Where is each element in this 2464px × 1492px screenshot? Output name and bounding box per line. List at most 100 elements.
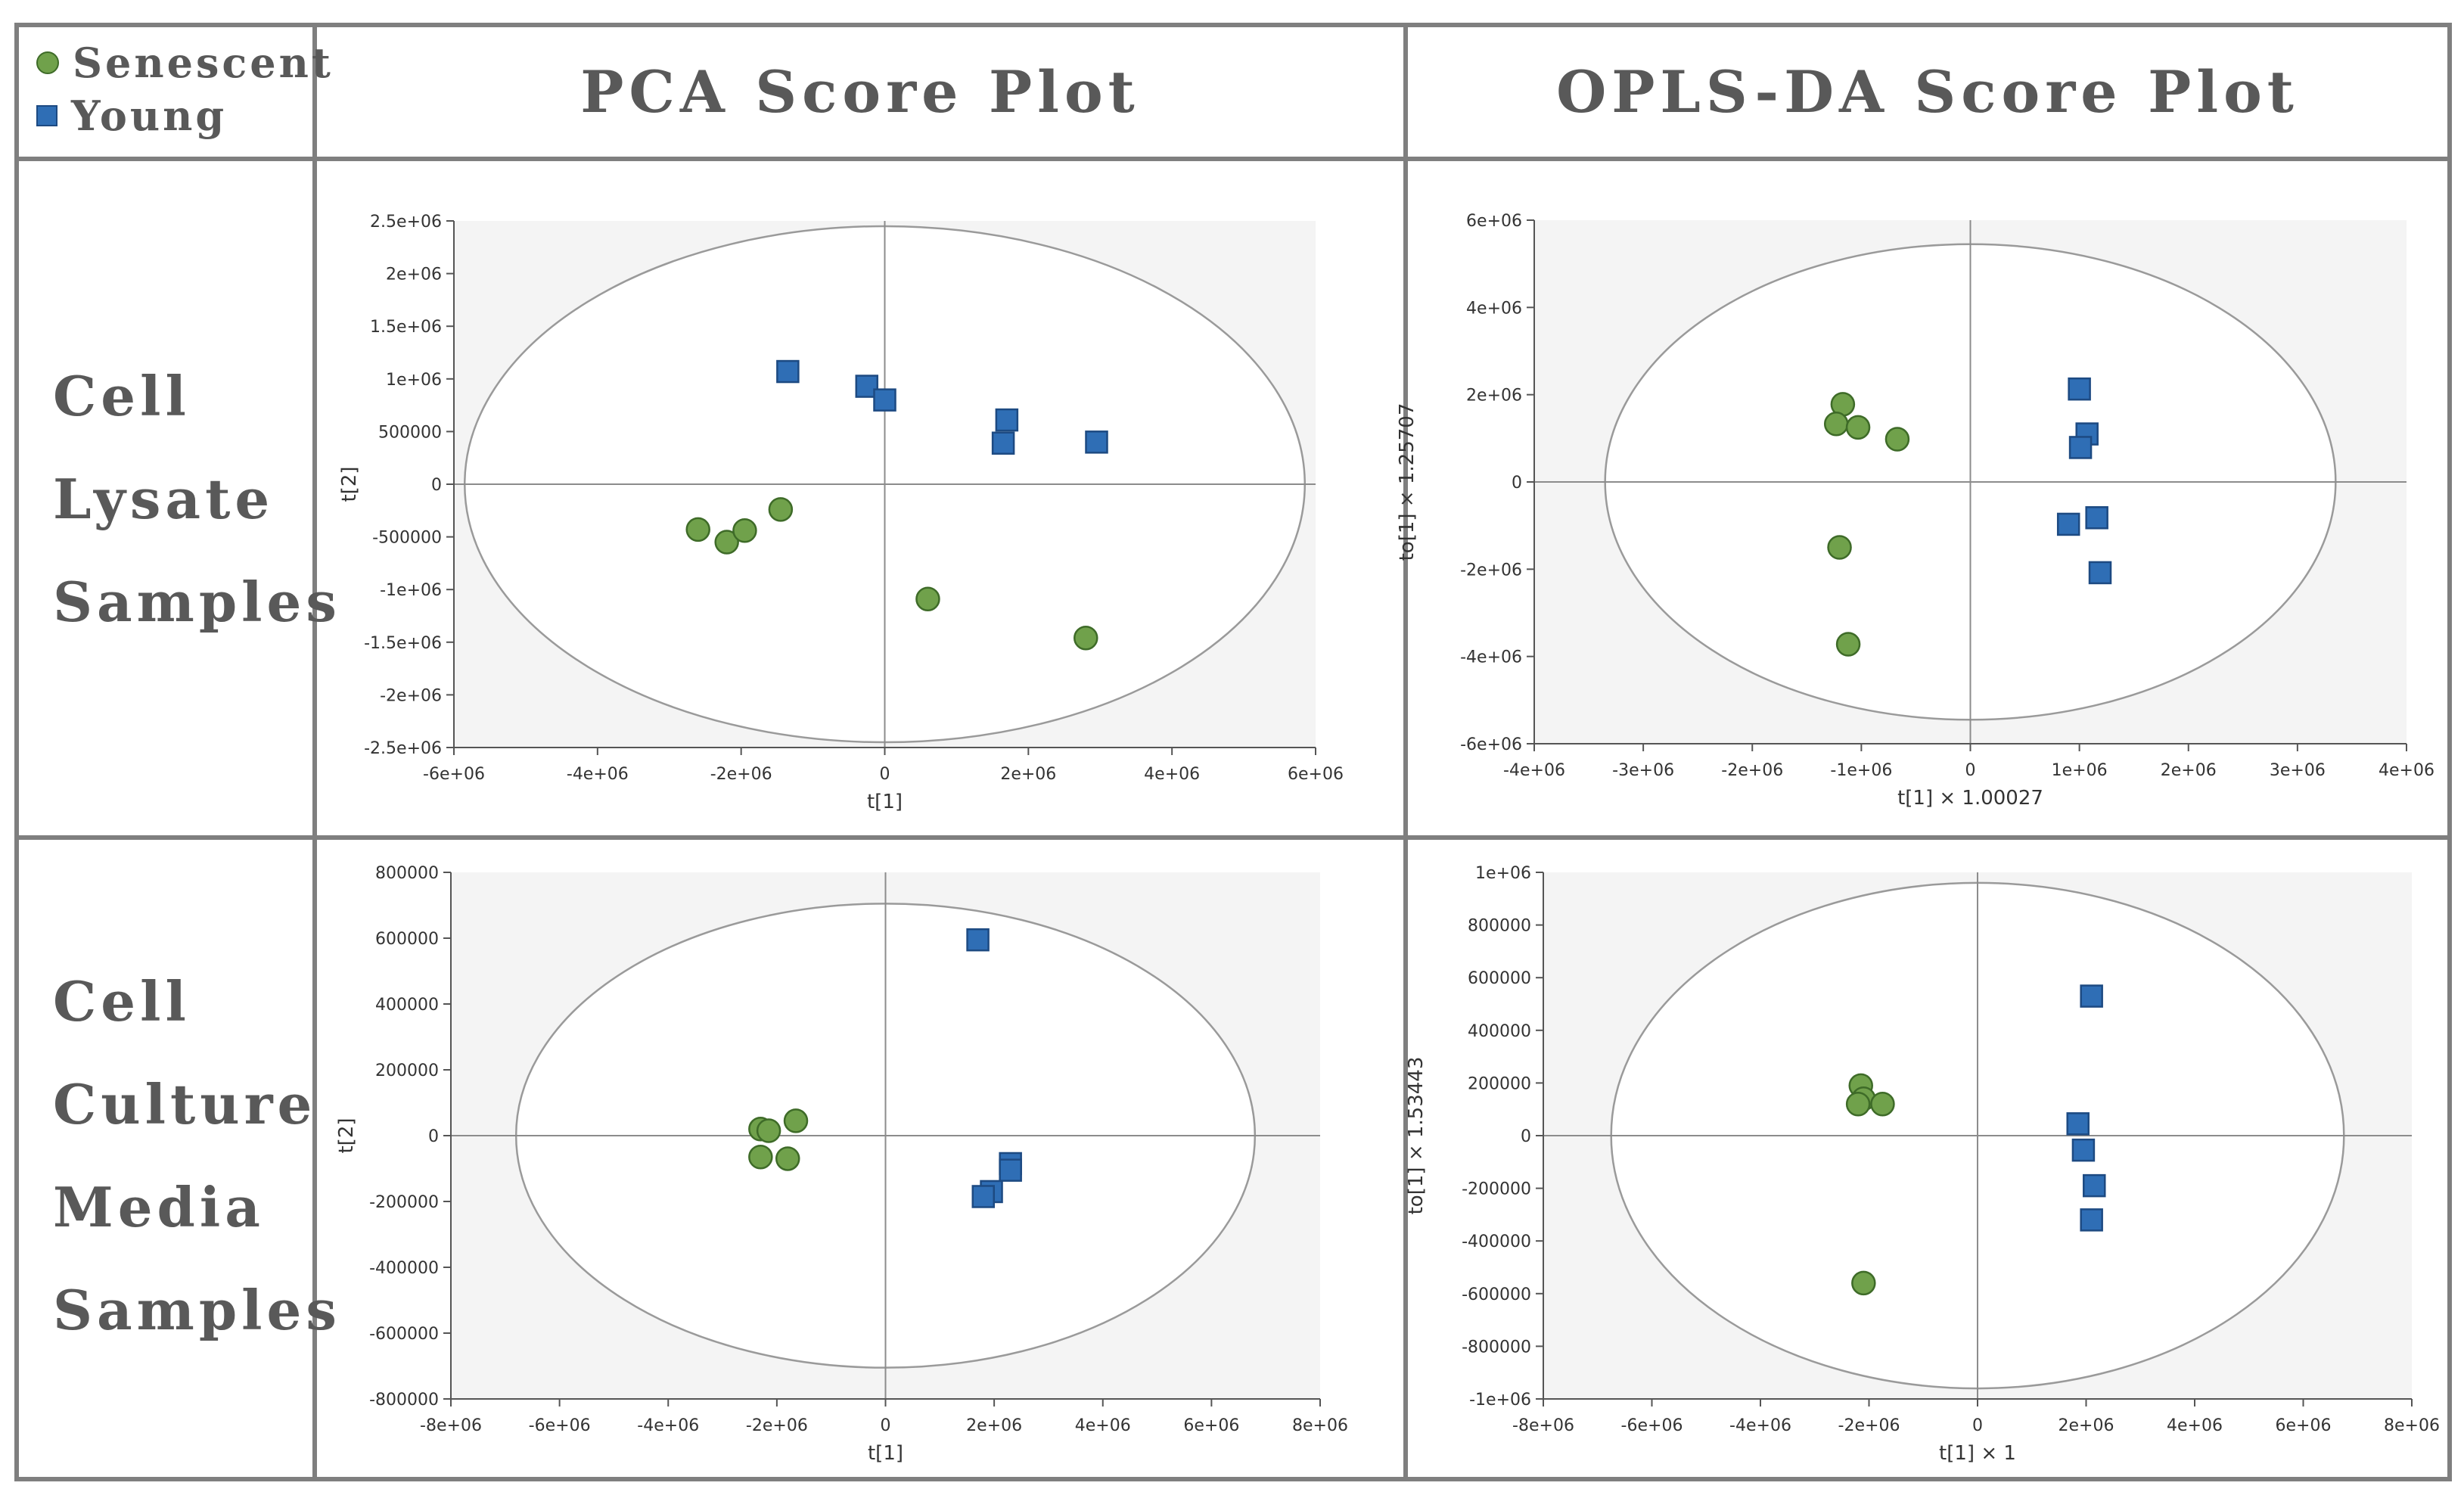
- senescent-point: [1835, 632, 1861, 657]
- y-tick-label: 4e+06: [1466, 299, 1522, 318]
- young-square-icon: [36, 105, 57, 126]
- x-tick-label: -2e+06: [710, 765, 772, 784]
- y-tick-label: 0: [1512, 474, 1522, 493]
- young-point: [2071, 1138, 2096, 1162]
- young-point: [2080, 1208, 2103, 1232]
- x-tick-label: -6e+06: [1621, 1416, 1683, 1435]
- y-axis-label: to[1] × 1.25707: [1396, 403, 1418, 561]
- senescent-point: [768, 497, 794, 522]
- x-tick-label: 3e+06: [2270, 761, 2326, 780]
- x-tick-label: -4e+06: [1503, 761, 1565, 780]
- x-tick-label: 2e+06: [2059, 1416, 2114, 1435]
- x-tick-label: 0: [880, 765, 890, 784]
- legend-label-young: Young: [71, 92, 228, 140]
- y-tick-label: 400000: [375, 996, 439, 1015]
- x-axis-label: t[1] × 1.00027: [1897, 787, 2043, 810]
- row-label-line: Cell: [53, 969, 191, 1034]
- senescent-point: [756, 1118, 781, 1143]
- row-label-line: Cell: [53, 364, 191, 428]
- y-tick-label: 1.5e+06: [370, 318, 442, 337]
- x-tick-label: -4e+06: [1729, 1416, 1791, 1435]
- x-tick-label: 8e+06: [1292, 1416, 1348, 1435]
- y-tick-label: -200000: [369, 1193, 439, 1212]
- y-tick-label: 1e+06: [386, 371, 442, 390]
- y-tick-label: 2e+06: [386, 266, 442, 284]
- legend-item-young: Young: [36, 89, 334, 142]
- y-tick-label: 2.5e+06: [370, 213, 442, 232]
- y-tick-label: -1.5e+06: [364, 634, 442, 653]
- y-tick-label: 500000: [378, 423, 442, 442]
- young-point: [2088, 561, 2112, 585]
- column-header-pca: PCA Score Plot: [580, 58, 1140, 126]
- row-label-line: Lysate: [53, 467, 275, 531]
- x-tick-label: -2e+06: [1721, 761, 1783, 780]
- x-tick-label: -4e+06: [567, 765, 629, 784]
- y-tick-label: 2e+06: [1466, 387, 1522, 406]
- senescent-point: [915, 586, 940, 611]
- young-point: [971, 1185, 996, 1208]
- senescent-point: [1845, 1091, 1871, 1117]
- y-tick-label: -500000: [372, 529, 442, 548]
- column-header-oplsda: OPLS-DA Score Plot: [1556, 58, 2299, 126]
- y-tick-label: 200000: [1468, 1074, 1531, 1093]
- x-tick-label: 0: [1965, 761, 1976, 780]
- x-tick-label: 4e+06: [2167, 1416, 2223, 1435]
- y-tick-label: 0: [431, 476, 442, 495]
- x-tick-label: 0: [881, 1416, 891, 1435]
- senescent-point: [1845, 415, 1871, 440]
- senescent-point: [732, 518, 757, 543]
- y-tick-label: 0: [1521, 1127, 1531, 1146]
- x-tick-label: 6e+06: [1288, 765, 1344, 784]
- y-tick-label: 800000: [1468, 917, 1531, 936]
- young-point: [2083, 1173, 2106, 1198]
- young-point: [966, 928, 990, 952]
- young-point: [776, 359, 800, 384]
- y-tick-label: 600000: [375, 930, 439, 949]
- x-tick-label: -4e+06: [637, 1416, 699, 1435]
- young-point: [1085, 431, 1108, 454]
- y-tick-label: -2e+06: [1460, 561, 1522, 580]
- y-axis-label: t[2]: [335, 1117, 358, 1153]
- senescent-circle-icon: [36, 51, 59, 74]
- young-point: [2085, 506, 2108, 530]
- senescent-point: [775, 1146, 800, 1171]
- legend-item-senescent: Senescent: [36, 36, 334, 89]
- row-label-cell-lysate: Cell Lysate Samples: [53, 345, 341, 654]
- y-axis-label: t[2]: [338, 466, 361, 502]
- y-tick-label: -600000: [369, 1325, 439, 1344]
- x-tick-label: -8e+06: [420, 1416, 482, 1435]
- y-tick-label: 0: [428, 1127, 439, 1146]
- x-tick-label: 8e+06: [2384, 1416, 2440, 1435]
- x-axis-label: t[1]: [867, 791, 903, 813]
- y-tick-label: -2e+06: [380, 686, 442, 705]
- senescent-point: [714, 530, 739, 555]
- young-point: [2080, 984, 2103, 1008]
- legend: Senescent Young: [36, 36, 334, 142]
- y-tick-label: -200000: [1462, 1180, 1531, 1199]
- young-point: [2056, 512, 2080, 536]
- y-tick-label: -800000: [369, 1391, 439, 1410]
- young-point: [991, 431, 1015, 455]
- senescent-point: [1885, 427, 1910, 452]
- x-tick-label: -8e+06: [1512, 1416, 1574, 1435]
- senescent-point: [685, 517, 710, 542]
- row-label-cell-culture-media: Cell Culture Media Samples: [53, 950, 341, 1362]
- y-tick-label: -1e+06: [1469, 1391, 1531, 1410]
- senescent-point: [1870, 1091, 1895, 1117]
- x-tick-label: 4e+06: [1075, 1416, 1131, 1435]
- y-axis-label: to[1] × 1.53443: [1405, 1057, 1428, 1215]
- y-tick-label: 6e+06: [1466, 212, 1522, 231]
- young-point: [873, 388, 896, 412]
- senescent-point: [1074, 625, 1098, 651]
- x-tick-label: -3e+06: [1612, 761, 1674, 780]
- senescent-point: [783, 1108, 809, 1133]
- row-label-line: Samples: [53, 1278, 341, 1342]
- x-tick-label: -6e+06: [423, 765, 485, 784]
- young-point: [2066, 1112, 2090, 1136]
- x-tick-label: 1e+06: [2052, 761, 2108, 780]
- y-tick-label: 400000: [1468, 1022, 1531, 1041]
- young-point: [2068, 377, 2091, 401]
